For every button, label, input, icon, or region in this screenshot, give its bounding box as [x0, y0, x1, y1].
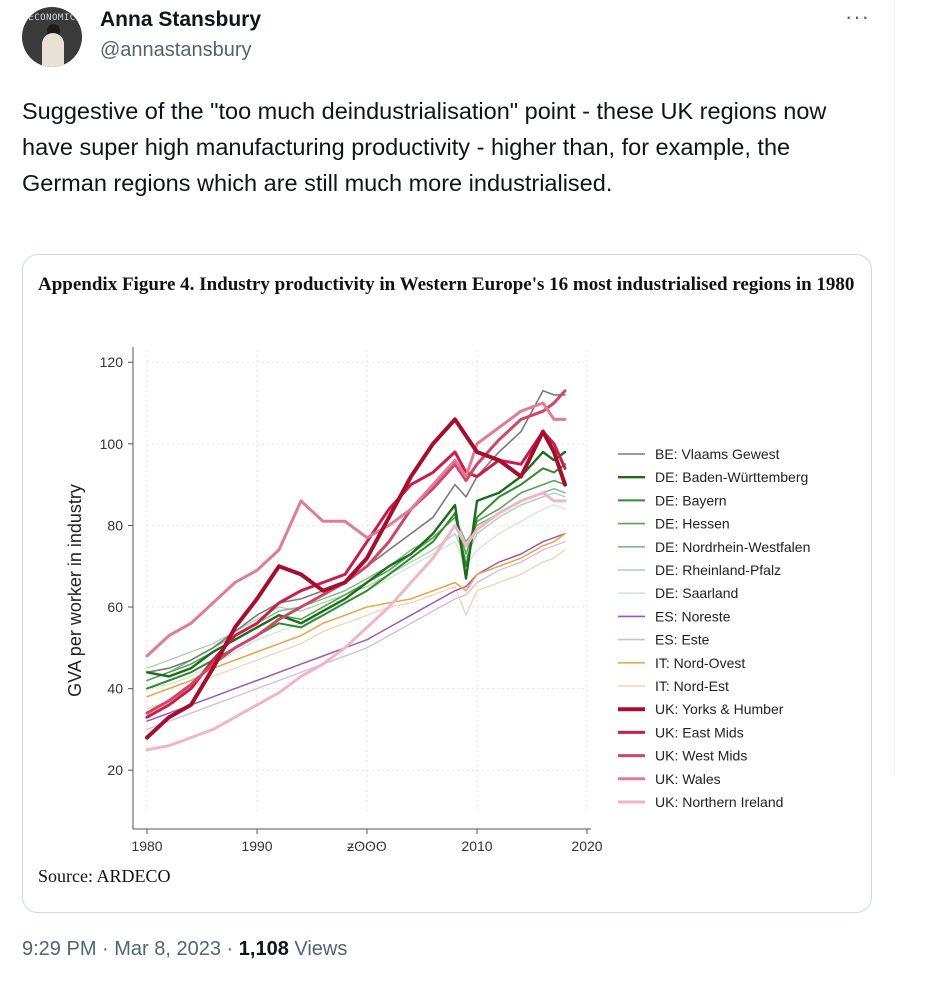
series-line [145, 389, 567, 715]
series-line [146, 532, 566, 722]
legend-label: ES: Noreste [655, 608, 731, 624]
figure-source: Source: ARDECO [38, 866, 171, 886]
legend-label: UK: Wales [655, 771, 721, 787]
series-line [146, 463, 566, 690]
series-line [146, 541, 566, 731]
legend-label: IT: Nord-Est [655, 678, 729, 694]
legend-label: UK: East Mids [655, 724, 744, 740]
series-line [145, 491, 567, 752]
legend-label: DE: Saarland [655, 585, 738, 601]
scroll-divider [894, 0, 895, 775]
y-tick-label: 80 [107, 517, 123, 533]
legend-label: UK: West Mids [655, 748, 747, 764]
legend-label: IT: Nord-Ovest [655, 655, 745, 671]
series-line [146, 492, 566, 669]
y-tick-label: 20 [107, 762, 123, 778]
legend-label: DE: Rheinland-Pfalz [655, 562, 781, 578]
legend-label: DE: Baden-Württemberg [655, 469, 808, 485]
series-line [146, 390, 566, 674]
author-name[interactable]: Anna Stansbury [100, 8, 262, 31]
x-tick-label: 2020 [571, 838, 602, 854]
line-chart: 20 40 60 80 100 120 1980 1990 ƶʘʘʘ 2010 2020 GVA pe… [65, 347, 810, 854]
figure-title: Appendix Figure 4. Industry productivity… [38, 274, 855, 295]
avatar-figure [42, 33, 64, 67]
author-handle[interactable]: @annastansbury [100, 39, 252, 61]
legend-label: UK: Yorks & Humber [655, 701, 784, 717]
more-options-icon[interactable]: ··· [845, 4, 870, 29]
tweet-text: Suggestive of the "too much deindustrial… [22, 98, 827, 196]
series-line [146, 549, 566, 710]
legend-label: UK: Northern Ireland [655, 794, 783, 810]
y-axis-label: GVA per worker in industry [65, 484, 85, 697]
view-count: 1,108 [238, 938, 289, 960]
legend-label: ES: Este [655, 632, 710, 648]
x-tick-label: ƶʘʘʘ [347, 838, 387, 854]
x-tick-label: 1980 [131, 838, 162, 854]
x-tick-label: 1990 [241, 838, 272, 854]
series-line [146, 504, 566, 690]
series-line [145, 401, 567, 658]
legend-label: DE: Bayern [655, 492, 727, 508]
avatar-caption: ECONOMIC [28, 13, 76, 23]
y-tick-label: 120 [100, 354, 124, 370]
x-tick-label: 2010 [461, 838, 492, 854]
series-line [146, 532, 566, 698]
y-tick-label: 100 [100, 436, 124, 452]
legend-label: BE: Vlaams Gewest [655, 446, 780, 462]
view-label: Views [288, 938, 348, 960]
timestamp-date[interactable]: 9:29 PM · Mar 8, 2023 · [22, 938, 239, 960]
y-tick-label: 60 [107, 599, 123, 615]
media-card[interactable]: Appendix Figure 4. Industry productivity… [22, 254, 872, 913]
y-tick-label: 40 [107, 681, 123, 697]
legend-label: DE: Hessen [655, 516, 730, 532]
legend-label: DE: Nordrhein-Westfalen [655, 539, 810, 555]
tweet-timestamp: 9:29 PM · Mar 8, 2023 · 1,108 Views [22, 938, 347, 961]
series-line [145, 417, 567, 740]
author-avatar[interactable]: ECONOMIC [22, 7, 82, 67]
